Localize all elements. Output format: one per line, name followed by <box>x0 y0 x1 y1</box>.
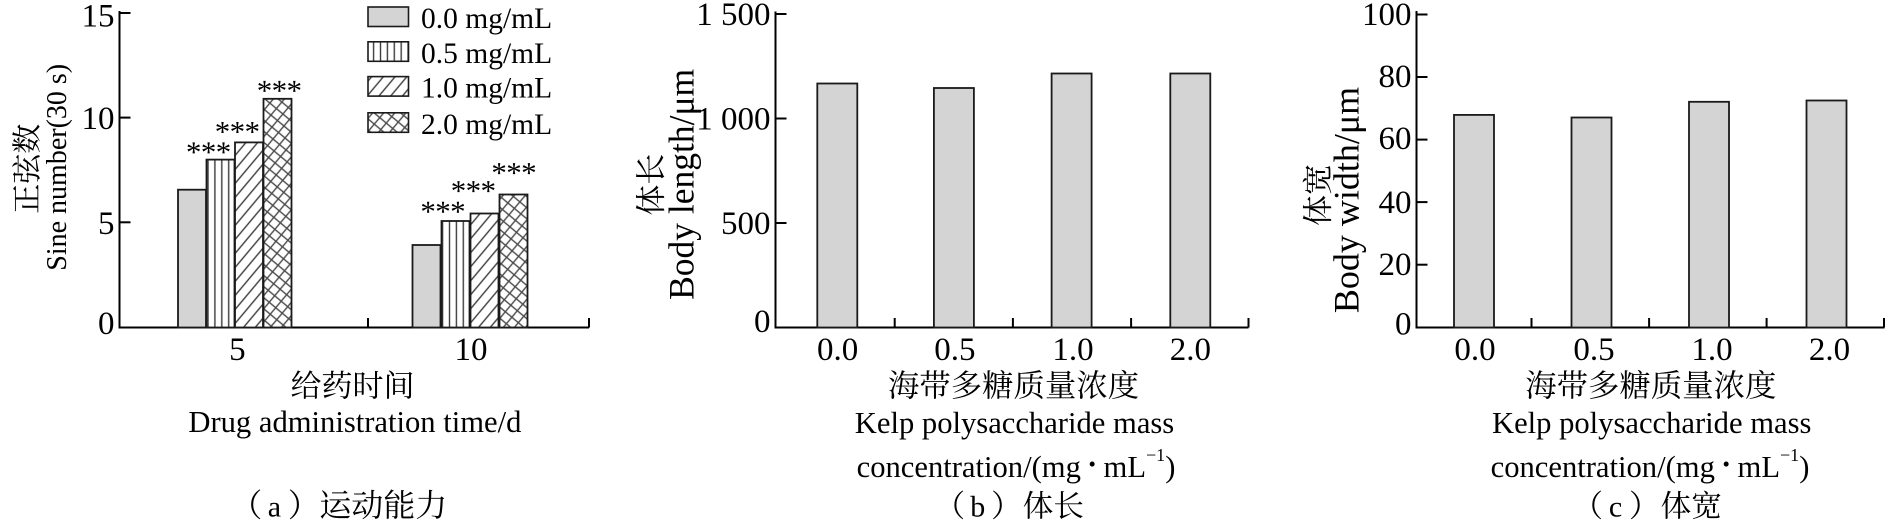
svg-text:40: 40 <box>1379 185 1412 221</box>
svg-text:500: 500 <box>721 206 771 242</box>
svg-text:a: a <box>268 491 281 522</box>
svg-text:b: b <box>970 491 985 522</box>
svg-text:concentration/(mg • mL−1): concentration/(mg • mL−1) <box>857 445 1176 484</box>
svg-text:2.0: 2.0 <box>1809 332 1850 368</box>
svg-text:0: 0 <box>754 304 771 340</box>
svg-text:20: 20 <box>1379 247 1412 283</box>
svg-text:Kelp polysaccharide mass: Kelp polysaccharide mass <box>855 406 1174 440</box>
svg-text:0.0: 0.0 <box>817 332 858 368</box>
svg-text:1 000: 1 000 <box>696 102 770 138</box>
svg-text:100: 100 <box>1362 0 1412 33</box>
svg-text:0: 0 <box>98 306 115 342</box>
svg-text:0.0 mg/mL: 0.0 mg/mL <box>421 3 552 35</box>
svg-text:1.0: 1.0 <box>1691 332 1732 368</box>
svg-text:0.5: 0.5 <box>1573 332 1614 368</box>
svg-text:10: 10 <box>82 101 115 137</box>
svg-text:0: 0 <box>1395 307 1412 343</box>
svg-text:c: c <box>1609 491 1622 522</box>
svg-text:Kelp polysaccharide mass: Kelp polysaccharide mass <box>1492 406 1811 440</box>
svg-text:1 500: 1 500 <box>696 0 770 33</box>
svg-text:Body width/μm: Body width/μm <box>1327 87 1367 313</box>
svg-text:0.0: 0.0 <box>1454 332 1495 368</box>
svg-text:1.0: 1.0 <box>1052 332 1093 368</box>
svg-text:5: 5 <box>229 332 246 368</box>
svg-text:10: 10 <box>455 332 488 368</box>
svg-text:0.5: 0.5 <box>934 332 975 368</box>
svg-text:Sine number(30 s): Sine number(30 s) <box>42 64 73 271</box>
svg-text:2.0: 2.0 <box>1170 332 1211 368</box>
svg-text:5: 5 <box>98 206 115 242</box>
svg-text:60: 60 <box>1379 121 1412 157</box>
svg-text:2.0 mg/mL: 2.0 mg/mL <box>421 109 552 141</box>
svg-text:1.0 mg/mL: 1.0 mg/mL <box>421 73 552 105</box>
svg-text:concentration/(mg • mL−1): concentration/(mg • mL−1) <box>1491 445 1810 484</box>
svg-text:15: 15 <box>82 0 115 35</box>
svg-text:Drug administration time/d: Drug administration time/d <box>188 405 521 439</box>
svg-text:80: 80 <box>1379 59 1412 95</box>
svg-text:Body length/μm: Body length/μm <box>662 68 702 299</box>
svg-text:0.5 mg/mL: 0.5 mg/mL <box>421 38 552 70</box>
